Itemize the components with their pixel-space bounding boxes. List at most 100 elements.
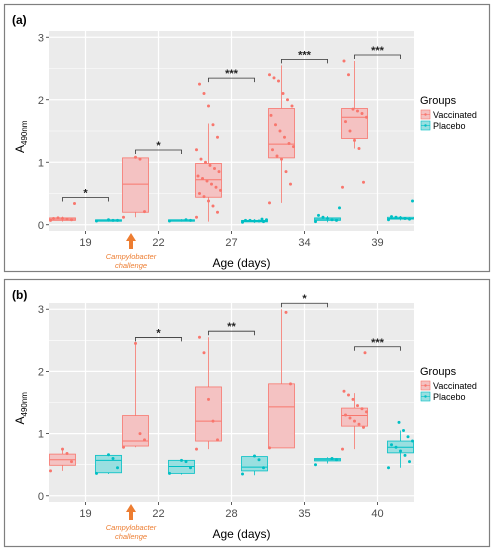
data-point <box>257 458 261 462</box>
bracket-line <box>354 54 401 59</box>
data-point <box>342 389 346 393</box>
data-point <box>111 218 115 222</box>
bracket-line <box>354 346 401 351</box>
box-vaccinated-27 <box>195 82 222 222</box>
data-point <box>351 107 355 111</box>
data-point <box>241 472 244 476</box>
box-iqr <box>195 386 222 442</box>
arrow-head <box>126 233 136 241</box>
data-point <box>134 155 137 159</box>
y-axis-title: A490nm <box>13 392 29 425</box>
x-tick-label: 28 <box>225 508 237 520</box>
significance-bracket: ** <box>208 321 255 336</box>
legend-swatch-point <box>424 395 427 398</box>
legend-label-placebo: Placebo <box>433 121 466 131</box>
data-point <box>253 219 256 223</box>
data-point <box>394 445 398 449</box>
data-point <box>199 157 203 161</box>
data-point <box>65 451 69 455</box>
data-point <box>411 439 414 443</box>
significance-label: * <box>83 188 88 200</box>
data-point <box>292 145 295 149</box>
data-point <box>52 217 55 220</box>
data-point <box>390 443 393 447</box>
data-point <box>216 438 219 442</box>
data-point <box>284 170 288 174</box>
box-placebo-35 <box>314 456 341 467</box>
box-placebo-19 <box>95 218 122 223</box>
data-point <box>274 123 277 127</box>
data-point <box>184 460 188 464</box>
data-point <box>49 469 52 473</box>
data-point <box>202 351 206 355</box>
series-vaccinated <box>49 309 368 473</box>
data-point <box>138 157 142 161</box>
data-point <box>365 115 368 119</box>
data-point <box>211 204 215 208</box>
data-point <box>272 76 276 80</box>
panel-label: (b) <box>12 288 27 302</box>
data-point <box>65 217 69 221</box>
data-point <box>260 217 264 221</box>
data-point <box>107 218 110 222</box>
box-placebo-22 <box>168 458 195 475</box>
data-point <box>196 174 200 178</box>
data-point <box>138 432 142 436</box>
data-point <box>217 170 221 174</box>
data-point <box>280 157 283 161</box>
annotation-line-2: challenge <box>115 532 147 541</box>
data-point <box>107 453 110 457</box>
data-point <box>207 104 210 108</box>
data-point <box>198 82 201 86</box>
y-tick-label: 3 <box>38 304 44 316</box>
data-point <box>356 404 359 408</box>
legend-label-vaccinated: Vaccinated <box>433 110 477 120</box>
legend-swatch-point <box>424 113 427 116</box>
data-point <box>365 410 368 414</box>
y-tick-label: 0 <box>38 220 44 232</box>
data-point <box>403 217 407 220</box>
x-tick-label: 22 <box>152 237 164 249</box>
data-point <box>289 382 292 386</box>
data-point <box>216 135 219 139</box>
significance-label: * <box>156 140 161 152</box>
significance-label: ** <box>227 321 236 333</box>
data-point <box>219 188 222 192</box>
box-placebo-28 <box>241 454 268 476</box>
data-point <box>408 460 411 464</box>
data-point <box>341 447 344 451</box>
data-point <box>408 217 411 221</box>
data-point <box>390 215 393 219</box>
legend-label-vaccinated: Vaccinated <box>433 381 477 391</box>
arrow-head <box>126 504 136 512</box>
data-point <box>341 185 344 189</box>
box-placebo-27 <box>241 217 268 224</box>
data-point <box>122 215 125 219</box>
y-tick-label: 1 <box>38 157 44 169</box>
data-point <box>143 210 146 214</box>
data-point <box>286 98 289 102</box>
bracket-line <box>281 302 328 308</box>
data-point <box>351 397 355 401</box>
data-point <box>317 213 320 217</box>
box-vaccinated-28 <box>195 335 222 451</box>
data-point <box>56 216 60 220</box>
x-tick-label: 19 <box>79 508 91 520</box>
box-placebo-22 <box>168 218 195 223</box>
box-vaccinated-22 <box>122 341 149 449</box>
data-point <box>168 219 171 223</box>
y-tick-label: 1 <box>38 429 44 441</box>
data-point <box>216 210 219 214</box>
y-axis-title-subscript: 490nm <box>20 392 29 417</box>
data-point <box>403 453 407 457</box>
data-point <box>411 199 414 203</box>
y-axis-title-main: A <box>13 416 27 424</box>
data-point <box>335 218 338 222</box>
data-point <box>283 135 286 139</box>
data-point <box>70 460 73 464</box>
data-point <box>268 201 271 205</box>
significance-bracket: *** <box>354 45 401 59</box>
legend-title: Groups <box>420 95 457 107</box>
